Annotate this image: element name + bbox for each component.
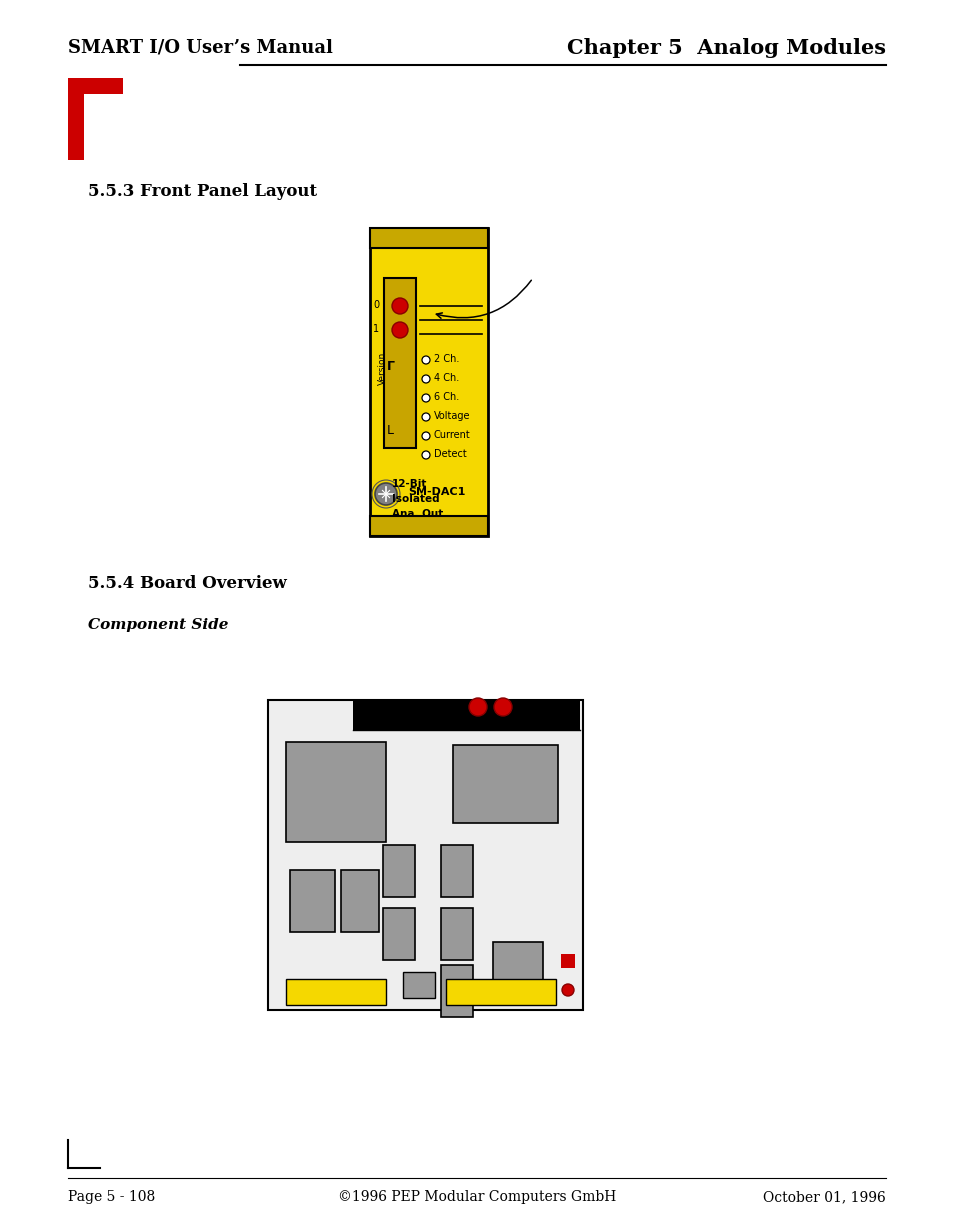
Bar [402, 972, 435, 998]
Bar [268, 700, 582, 1010]
Circle shape [494, 698, 512, 716]
Text: Isolated: Isolated [392, 494, 439, 503]
Text: 1: 1 [373, 323, 378, 334]
Text: Version: Version [377, 351, 386, 384]
Text: Chapter 5  Analog Modules: Chapter 5 Analog Modules [566, 38, 885, 58]
Text: 0: 0 [373, 300, 378, 310]
Circle shape [421, 375, 430, 383]
Bar [340, 869, 378, 931]
Bar [286, 979, 386, 1004]
Circle shape [561, 984, 574, 996]
Text: 4 Ch.: 4 Ch. [434, 373, 458, 383]
Circle shape [469, 698, 486, 716]
Bar [493, 942, 542, 1000]
Text: Ana. Out: Ana. Out [392, 510, 443, 519]
Bar [440, 845, 473, 897]
Bar [68, 78, 123, 94]
Circle shape [421, 356, 430, 364]
Bar [68, 78, 84, 161]
Text: Γ: Γ [387, 360, 395, 372]
Text: SM-DAC1: SM-DAC1 [408, 486, 465, 497]
Text: 5.5.3 Front Panel Layout: 5.5.3 Front Panel Layout [88, 182, 316, 199]
Text: 12-Bit: 12-Bit [392, 479, 427, 489]
Bar [440, 966, 473, 1017]
Bar [290, 869, 335, 931]
Bar [440, 908, 473, 959]
Bar [453, 745, 558, 823]
Bar [370, 229, 488, 248]
Bar [286, 742, 386, 841]
Circle shape [421, 413, 430, 421]
Circle shape [421, 432, 430, 440]
Bar [384, 278, 416, 447]
Text: October 01, 1996: October 01, 1996 [762, 1190, 885, 1204]
Text: 2 Ch.: 2 Ch. [434, 354, 459, 364]
Bar [382, 845, 415, 897]
Circle shape [375, 483, 396, 505]
Circle shape [392, 322, 408, 338]
Bar [370, 516, 488, 536]
Bar [382, 908, 415, 959]
Text: 5.5.4 Board Overview: 5.5.4 Board Overview [88, 575, 287, 592]
Circle shape [392, 298, 408, 314]
Bar [446, 979, 556, 1004]
Text: Current: Current [434, 430, 470, 440]
Text: 6 Ch.: 6 Ch. [434, 392, 458, 402]
Bar [370, 229, 488, 536]
Bar [353, 700, 579, 730]
Text: Detect: Detect [434, 449, 466, 458]
Text: Page 5 - 108: Page 5 - 108 [68, 1190, 155, 1204]
Text: L: L [387, 423, 394, 437]
Text: Voltage: Voltage [434, 411, 470, 421]
Text: Component Side: Component Side [88, 618, 229, 632]
Text: SMART I/O User’s Manual: SMART I/O User’s Manual [68, 38, 333, 56]
Bar [560, 955, 575, 968]
Circle shape [421, 451, 430, 458]
Circle shape [421, 394, 430, 402]
Text: ©1996 PEP Modular Computers GmbH: ©1996 PEP Modular Computers GmbH [337, 1190, 616, 1204]
